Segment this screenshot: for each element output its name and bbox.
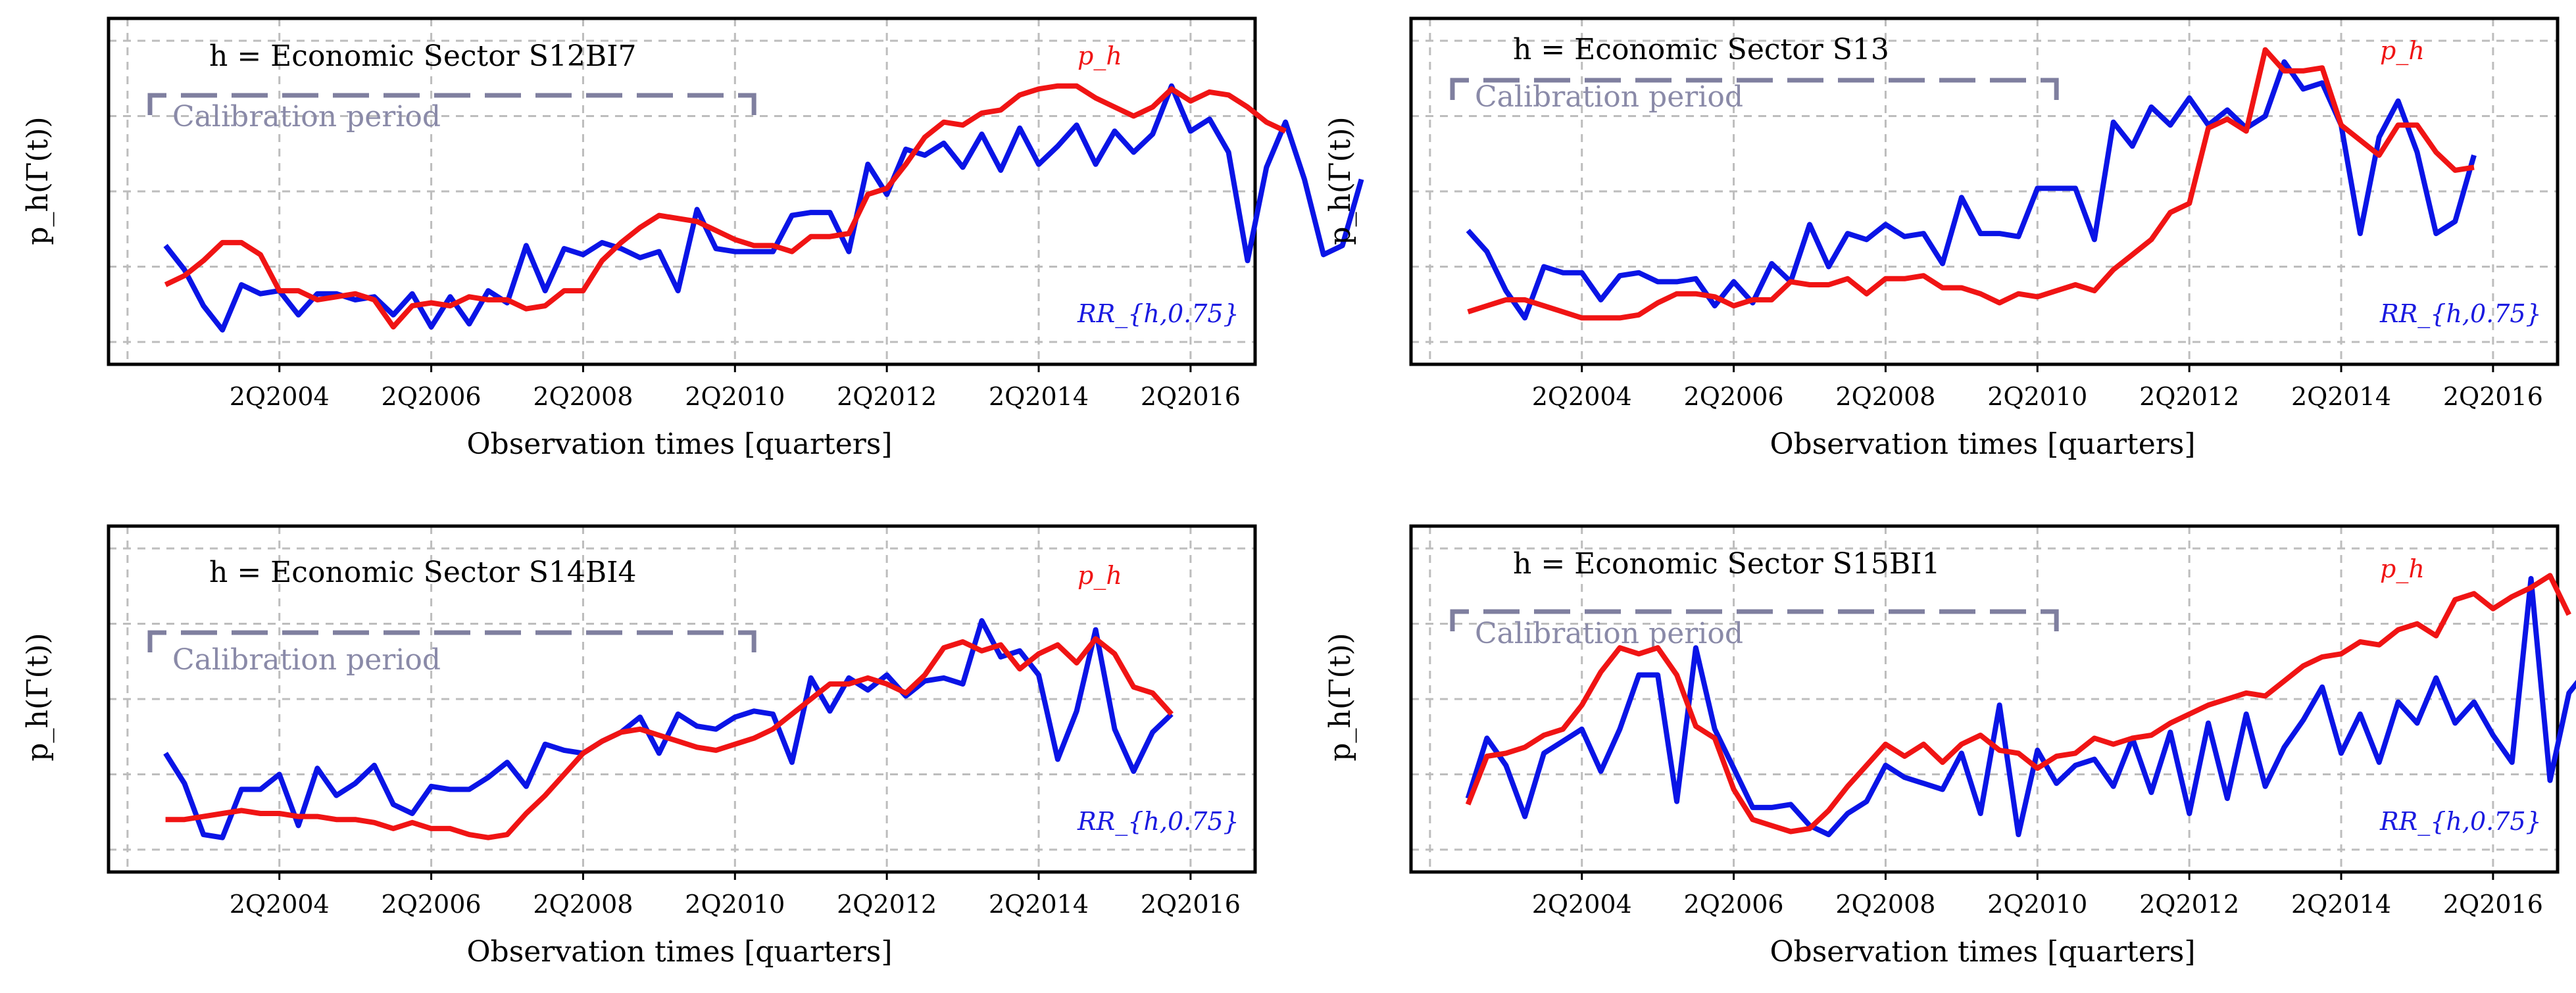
y-axis-label: p_h(Γ(t)): [1324, 116, 1357, 245]
sector-title: h = Economic Sector S14BI4: [209, 556, 637, 589]
calibration-label: Calibration period: [1475, 80, 1743, 114]
calibration-bracket: [147, 93, 756, 115]
legend-ph: p_h: [1077, 561, 1122, 591]
x-tick-label: 2Q2010: [1987, 382, 2087, 411]
series-rr-line: [1466, 59, 2477, 321]
series-ph-line: [164, 83, 1287, 330]
series-rr-line: [1465, 575, 2576, 838]
plot-frame: [1409, 524, 2560, 874]
x-tick-label: 2Q2006: [1684, 382, 1784, 411]
x-tick-label: 2Q2014: [989, 382, 1089, 411]
x-tick-label: 2Q2006: [382, 382, 482, 411]
y-axis-label: p_h(Γ(t)): [21, 116, 55, 245]
panel-s12bi7: p_h(Γ(t)) 2Q2004 2Q2006 2Q2008 2Q2010 2Q2012…: [21, 16, 1364, 461]
x-tick-label: 2Q2014: [2291, 382, 2391, 411]
calibration-label: Calibration period: [1475, 617, 1743, 650]
x-tick-label: 2Q2014: [989, 890, 1089, 919]
legend-ph: p_h: [2380, 36, 2425, 66]
x-axis-label: Observation times [quarters]: [1770, 427, 2195, 461]
x-tick-label: 2Q2012: [837, 382, 937, 411]
series-ph-line: [1467, 47, 2475, 321]
x-tick-label: 2Q2008: [1835, 382, 1935, 411]
plot-frame: [107, 16, 1257, 366]
plot-frame: [1409, 16, 2560, 366]
grid-lines: [109, 526, 1255, 872]
x-tick-label: 2Q2004: [1532, 890, 1632, 919]
x-axis-label: Observation times [quarters]: [1770, 935, 2195, 969]
sector-title: h = Economic Sector S12BI7: [209, 39, 637, 73]
x-tick-label: 2Q2010: [685, 382, 785, 411]
x-tick-label: 2Q2008: [533, 890, 633, 919]
series-ph-line: [1465, 573, 2571, 835]
legend-rr: RR_{h,0.75}: [2379, 299, 2542, 329]
legend-ph: p_h: [1077, 41, 1122, 71]
y-axis-label: p_h(Γ(t)): [1324, 633, 1357, 761]
series-rr-line: [163, 618, 1174, 840]
legend-rr: RR_{h,0.75}: [2379, 807, 2542, 836]
x-axis-label: Observation times [quarters]: [466, 935, 892, 969]
grid-lines: [1411, 526, 2558, 872]
sector-title: h = Economic Sector S15BI1: [1513, 547, 1941, 581]
x-tick-label: 2Q2010: [1987, 890, 2087, 919]
legend-ph: p_h: [2380, 554, 2425, 584]
x-axis-ticks: 2Q2004 2Q2006 2Q2008 2Q2010 2Q2012 2Q2014 2Q20…: [1532, 872, 2543, 919]
panel-s14bi4: p_h(Γ(t)) 2Q2004 2Q2006 2Q2008 2Q2010 2Q2012…: [21, 524, 1257, 969]
calibration-bracket: [147, 630, 756, 652]
x-tick-label: 2Q2016: [1141, 890, 1241, 919]
x-tick-label: 2Q2006: [1684, 890, 1784, 919]
x-axis-label: Observation times [quarters]: [466, 427, 892, 461]
calibration-bracket: [1450, 609, 2059, 631]
x-axis-ticks: 2Q2004 2Q2006 2Q2008 2Q2010 2Q2012 2Q2014 2Q20…: [1532, 364, 2543, 411]
x-tick-label: 2Q2004: [230, 890, 330, 919]
x-tick-label: 2Q2004: [1532, 382, 1632, 411]
calibration-label: Calibration period: [172, 100, 441, 133]
x-axis-ticks: 2Q2004 2Q2006 2Q2008 2Q2010 2Q2012 2Q2014 2Q20…: [230, 872, 1241, 919]
calibration-label: Calibration period: [172, 643, 441, 677]
x-tick-label: 2Q2012: [837, 890, 937, 919]
x-tick-label: 2Q2006: [382, 890, 482, 919]
x-tick-label: 2Q2016: [1141, 382, 1241, 411]
sector-title: h = Economic Sector S13: [1513, 33, 1889, 66]
x-tick-label: 2Q2008: [1835, 890, 1935, 919]
x-tick-label: 2Q2012: [2139, 382, 2239, 411]
grid-lines: [109, 18, 1255, 364]
panel-s13: p_h(Γ(t)) 2Q2004 2Q2006 2Q2008 2Q2010 2Q2012…: [1324, 16, 2560, 461]
panel-s15bi1: p_h(Γ(t)) 2Q2004 2Q2006 2Q2008 2Q2010 2Q2012…: [1324, 524, 2576, 969]
x-tick-label: 2Q2012: [2139, 890, 2239, 919]
x-tick-label: 2Q2016: [2443, 382, 2543, 411]
x-tick-label: 2Q2010: [685, 890, 785, 919]
y-axis-label: p_h(Γ(t)): [21, 633, 55, 761]
x-axis-ticks: 2Q2004 2Q2006 2Q2008 2Q2010 2Q2012 2Q2014 2Q20…: [230, 364, 1241, 411]
legend-rr: RR_{h,0.75}: [1077, 807, 1239, 836]
x-tick-label: 2Q2014: [2291, 890, 2391, 919]
plot-frame: [107, 524, 1257, 874]
x-tick-label: 2Q2016: [2443, 890, 2543, 919]
series-ph-line: [165, 636, 1174, 840]
x-tick-label: 2Q2008: [533, 382, 633, 411]
x-tick-label: 2Q2004: [230, 382, 330, 411]
legend-rr: RR_{h,0.75}: [1077, 299, 1239, 329]
calibration-bracket: [1450, 78, 2059, 100]
